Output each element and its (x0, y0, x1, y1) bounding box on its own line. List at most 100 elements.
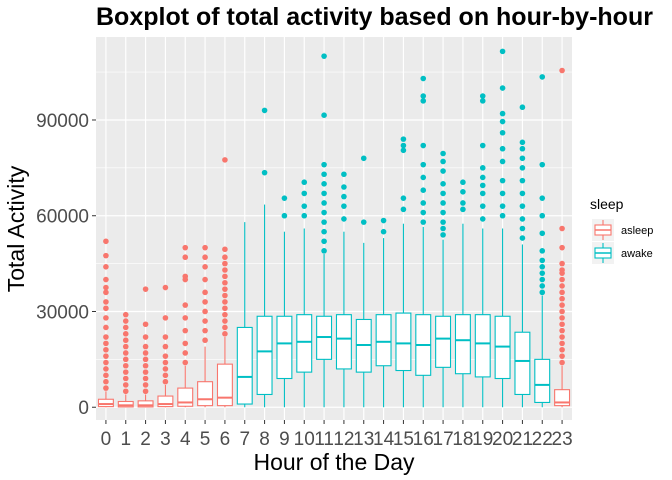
outlier-point (182, 254, 189, 261)
outlier-point (539, 264, 546, 270)
outlier-point (440, 200, 446, 206)
box-body (514, 331, 531, 396)
box-awake-19 (474, 93, 491, 408)
outlier-point (321, 200, 327, 206)
outlier-point (539, 289, 546, 296)
outlier-point (182, 359, 189, 366)
outlier-point (499, 118, 506, 125)
box-awake-11 (316, 53, 333, 408)
box-body (177, 387, 194, 407)
box-awake-7 (236, 222, 253, 408)
outlier-point (519, 139, 526, 146)
outlier-point (519, 155, 526, 162)
outlier-point (103, 305, 109, 312)
outlier-point (559, 308, 565, 315)
outlier-point (380, 217, 387, 224)
outlier-point (162, 359, 169, 366)
outlier-point (519, 203, 526, 209)
outlier-point (281, 195, 288, 201)
outlier-point (420, 75, 427, 82)
outlier-point (479, 190, 486, 197)
outlier-point (539, 212, 546, 219)
outlier-point (539, 257, 546, 264)
outlier-point (440, 181, 446, 187)
box-asleep-6 (216, 157, 233, 408)
outlier-point (202, 289, 208, 296)
outlier-point (519, 165, 526, 171)
outlier-point (539, 230, 546, 237)
box-asleep-5 (197, 244, 214, 408)
outlier-point (440, 225, 446, 232)
x-tick-label: 19 (472, 429, 493, 450)
outlier-point (281, 212, 288, 219)
outlier-point (162, 334, 169, 340)
outlier-point (519, 104, 526, 111)
outlier-point (479, 203, 486, 209)
outlier-point (301, 203, 308, 209)
legend-label: asleep (621, 225, 653, 237)
outlier-point (122, 375, 129, 382)
y-tick-label: 0 (78, 398, 89, 419)
outlier-point (559, 244, 565, 251)
outlier-point (202, 276, 208, 283)
box-body (137, 400, 154, 408)
outlier-point (162, 343, 169, 350)
outlier-point (460, 200, 466, 206)
outlier-point (301, 179, 308, 186)
outlier-point (103, 284, 109, 291)
outlier-point (103, 264, 109, 270)
outlier-point (360, 219, 367, 225)
box-awake-17 (435, 150, 452, 408)
plot-panel (96, 37, 572, 420)
outlier-point (222, 246, 228, 253)
outlier-point (122, 337, 129, 344)
y-axis-title: Total Activity (3, 165, 29, 292)
outlier-point (122, 362, 129, 369)
outlier-point (162, 284, 169, 291)
outlier-point (539, 195, 546, 201)
outlier-point (420, 209, 427, 216)
outlier-point (341, 193, 347, 200)
outlier-point (103, 378, 109, 385)
box-awake-9 (276, 195, 293, 408)
outlier-point (103, 315, 109, 321)
outlier-point (440, 158, 446, 165)
x-tick-label: 12 (333, 429, 354, 450)
box-asleep-0 (97, 238, 114, 408)
outlier-point (440, 219, 446, 225)
box-awake-12 (335, 171, 352, 408)
outlier-point (341, 203, 347, 209)
outlier-point (519, 145, 526, 152)
outlier-point (142, 321, 149, 328)
box-awake-18 (454, 179, 471, 408)
outlier-point (103, 334, 109, 340)
outlier-point (479, 174, 486, 181)
outlier-point (142, 350, 149, 356)
outlier-point (420, 93, 427, 99)
outlier-point (559, 260, 565, 267)
outlier-point (499, 158, 506, 165)
outlier-point (142, 286, 149, 292)
outlier-point (122, 356, 129, 363)
outlier-point (182, 327, 189, 334)
outlier-point (222, 318, 228, 324)
y-tick-label: 60000 (36, 207, 89, 228)
outlier-point (142, 388, 149, 395)
outlier-point (222, 157, 228, 163)
outlier-point (142, 356, 149, 363)
box-body (216, 363, 233, 407)
outlier-point (360, 155, 367, 162)
outlier-point (222, 311, 228, 318)
outlier-point (559, 321, 565, 328)
outlier-point (499, 212, 506, 219)
x-tick-label: 22 (532, 429, 553, 450)
outlier-point (122, 350, 129, 356)
box-body (157, 395, 174, 408)
box-body (335, 314, 352, 370)
outlier-point (440, 209, 446, 216)
outlier-point (341, 216, 347, 222)
outlier-point (559, 283, 565, 289)
x-tick-label: 10 (294, 429, 315, 450)
outlier-point (321, 112, 327, 118)
